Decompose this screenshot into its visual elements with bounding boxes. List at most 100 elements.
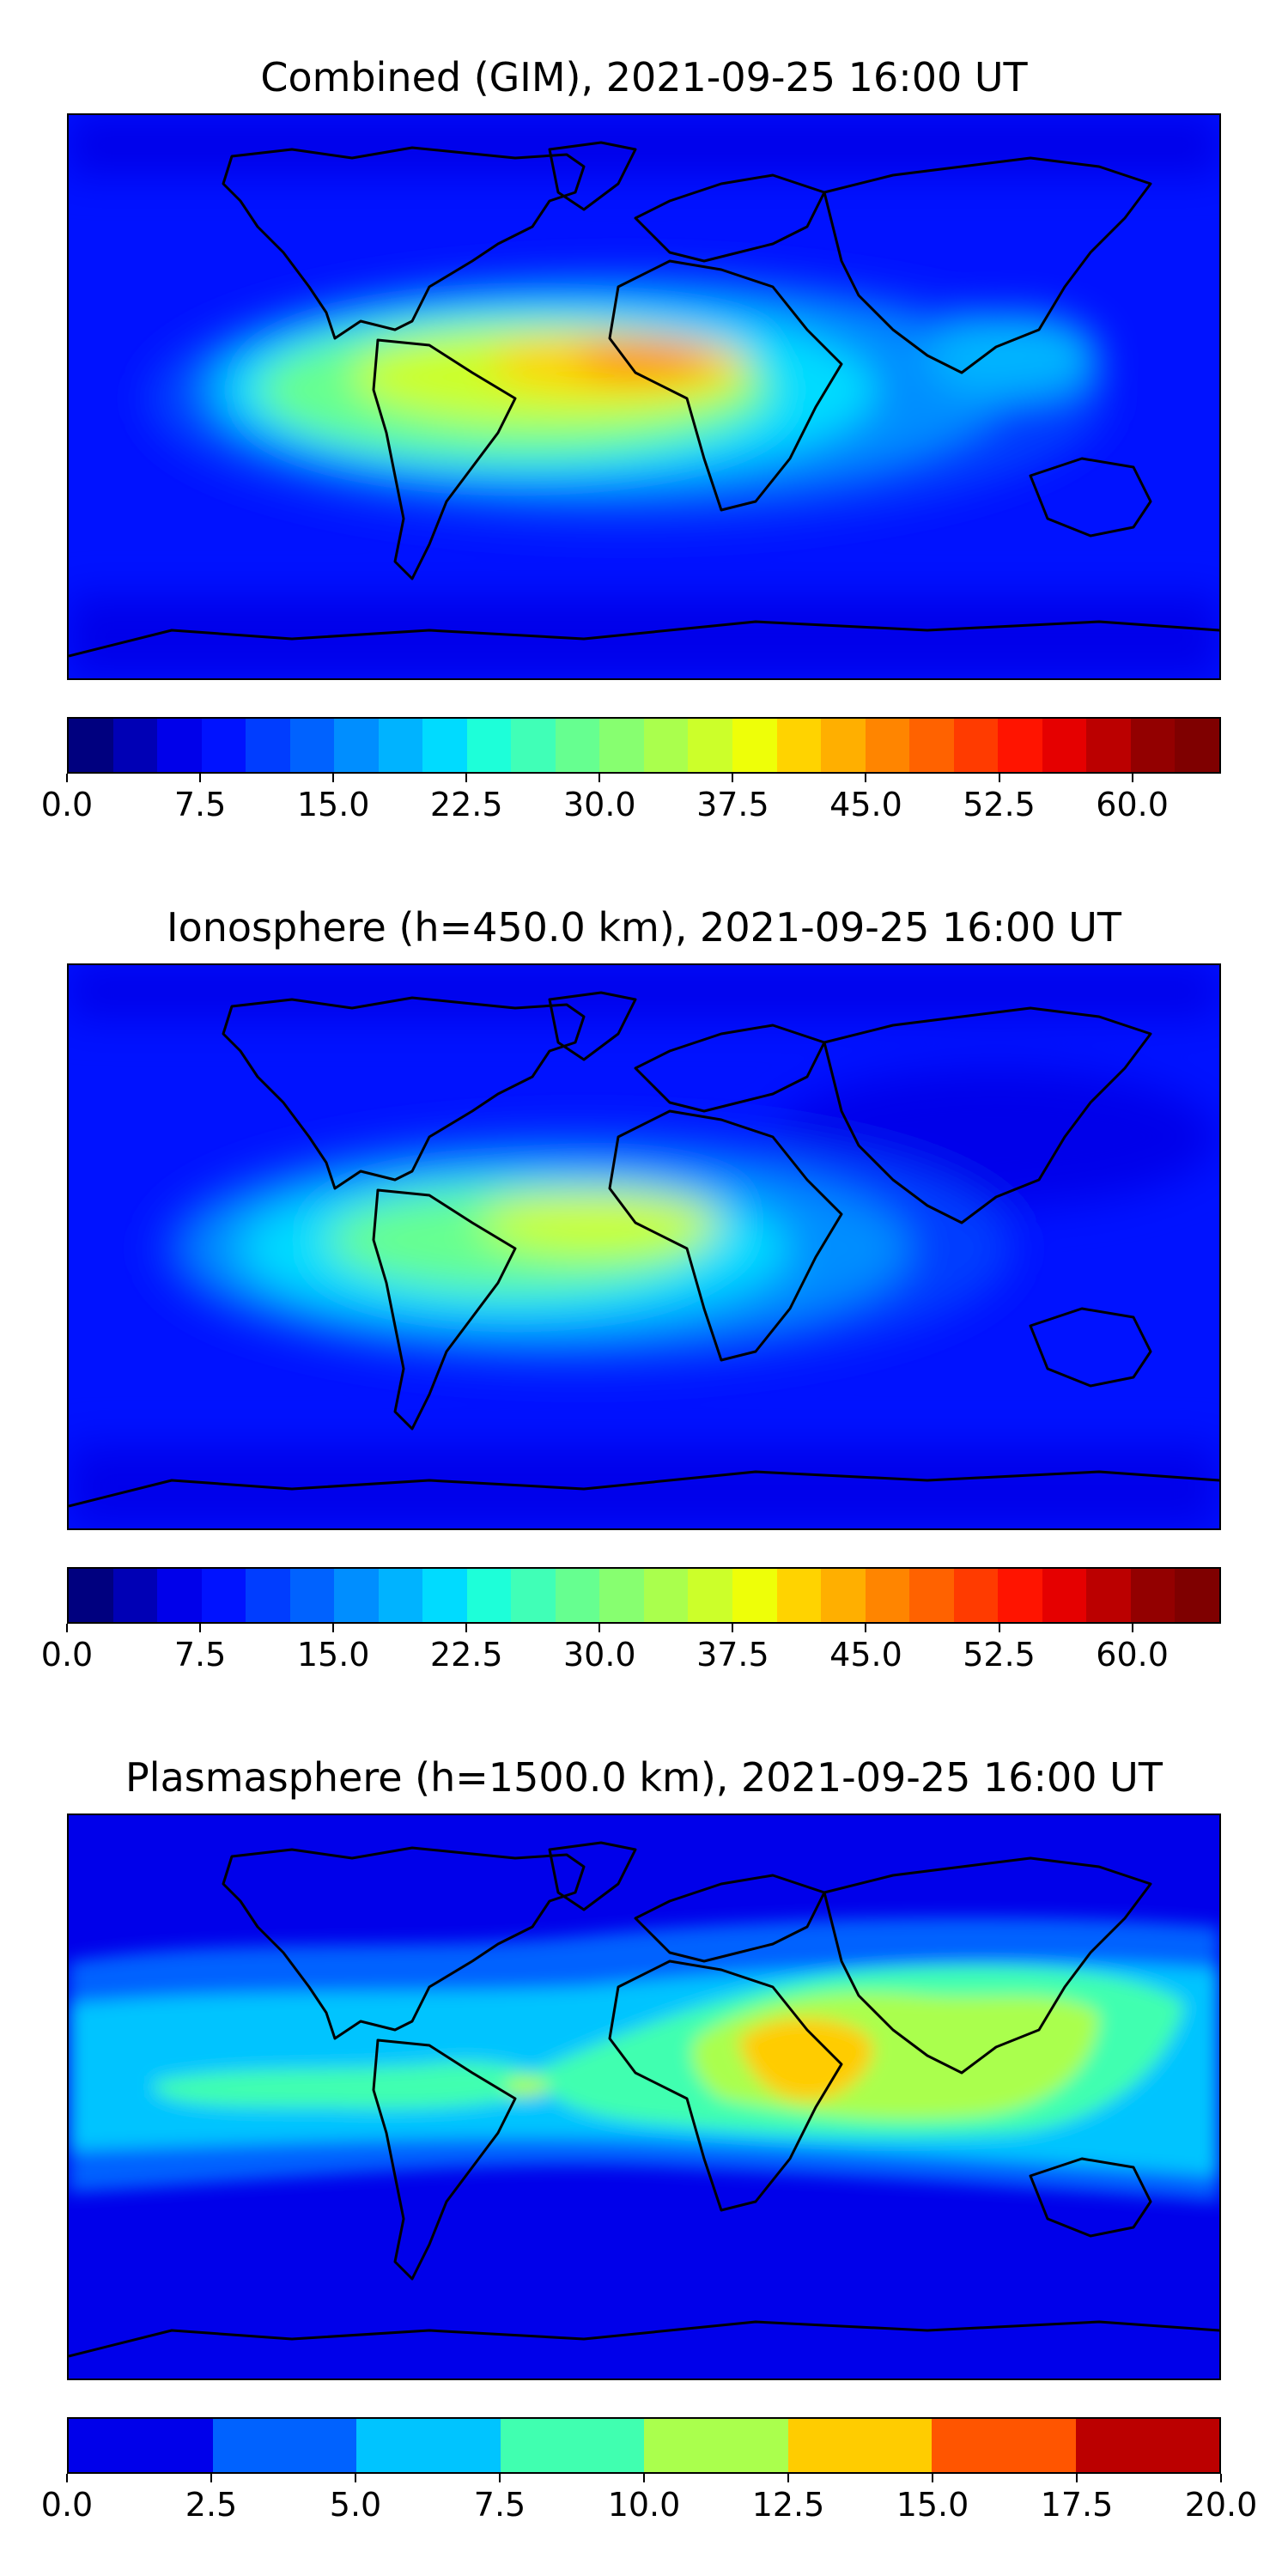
colorbar-tick — [332, 1624, 335, 1632]
colorbar-segment — [246, 1569, 290, 1622]
colorbar-tick-label: 45.0 — [829, 786, 902, 823]
colorbar-segment — [555, 1569, 600, 1622]
colorbar-tick — [499, 2474, 501, 2482]
colorbar-segment — [1086, 719, 1131, 772]
colorbar-segment — [644, 2419, 788, 2472]
colorbar-tick — [199, 1624, 202, 1632]
colorbar-tick-label: 30.0 — [562, 1636, 636, 1674]
colorbar-tick — [643, 2474, 645, 2482]
colorbar-tick-label: 7.5 — [173, 1636, 227, 1674]
colorbar-segment — [732, 1569, 777, 1622]
world-map-svg — [69, 115, 1219, 678]
colorbar-tick-label: 37.5 — [696, 786, 769, 823]
colorbar-tick — [1131, 774, 1133, 782]
colorbar-tick-label: 15.0 — [896, 2486, 969, 2524]
colorbar-tick-label: 20.0 — [1184, 2486, 1258, 2524]
colorbar-segment — [334, 719, 379, 772]
colorbar-tick-label: 0.0 — [40, 2486, 94, 2524]
colorbar-segment — [69, 2419, 213, 2472]
colorbar-segment — [378, 719, 423, 772]
colorbar-tick-label: 7.5 — [173, 786, 227, 823]
coastlines — [69, 141, 1219, 658]
colorbar-segment — [466, 719, 512, 772]
colorbar-segment — [289, 719, 335, 772]
colorbar-tick — [465, 1624, 468, 1632]
colorbar-segment — [69, 719, 113, 772]
coastlines — [69, 1841, 1219, 2358]
colorbar-ionosphere — [67, 1567, 1221, 1624]
colorbar-tick — [66, 2474, 68, 2482]
colorbar-segment — [500, 2419, 644, 2472]
colorbar-tick-label: 5.0 — [329, 2486, 382, 2524]
colorbar-tick-label: 15.0 — [296, 786, 370, 823]
colorbar-tick-label: 45.0 — [829, 1636, 902, 1674]
tec-map-combined — [67, 113, 1221, 680]
colorbar-segment — [998, 719, 1042, 772]
colorbar-tick-label: 0.0 — [40, 1636, 94, 1674]
colorbar-tick — [732, 774, 734, 782]
colorbar-tick — [66, 774, 68, 782]
colorbar-tick — [932, 2474, 933, 2482]
colorbar-segment — [776, 1569, 822, 1622]
colorbar-tick-label: 22.5 — [429, 1636, 503, 1674]
colorbar-ticks-ionosphere: 0.0 7.5 15.0 22.5 30.0 37.5 45.0 52.5 60… — [41, 1624, 1221, 1675]
colorbar-segment — [511, 1569, 556, 1622]
colorbar-segment — [998, 1569, 1042, 1622]
colorbar-segment — [599, 719, 644, 772]
colorbar-tick — [355, 2474, 356, 2482]
colorbar-segment — [112, 1569, 158, 1622]
colorbar-tick-label: 10.0 — [607, 2486, 681, 2524]
colorbar-segment — [1130, 1569, 1176, 1622]
colorbar-segment — [157, 1569, 202, 1622]
colorbar-segment — [1042, 719, 1087, 772]
colorbar-segment — [422, 1569, 467, 1622]
colorbar-segment — [599, 1569, 644, 1622]
colorbar-segment — [732, 719, 777, 772]
panel-title: Combined (GIM), 2021-09-25 16:00 UT — [260, 54, 1028, 100]
colorbar-segment — [466, 1569, 512, 1622]
colorbar-segment — [1042, 1569, 1087, 1622]
colorbar-segment — [422, 719, 467, 772]
colorbar-segment — [334, 1569, 379, 1622]
colorbar-segment — [378, 1569, 423, 1622]
colorbar-ticks-plasmasphere: 0.0 2.5 5.0 7.5 10.0 12.5 15.0 17.5 20.0 — [41, 2474, 1257, 2525]
colorbar-tick-label: 2.5 — [185, 2486, 238, 2524]
panel-title: Plasmasphere (h=1500.0 km), 2021-09-25 1… — [125, 1754, 1163, 1801]
colorbar-segment — [246, 719, 290, 772]
colorbar-segment — [69, 1569, 113, 1622]
colorbar-segment — [821, 1569, 866, 1622]
colorbar-segment — [953, 1569, 999, 1622]
tec-map-ionosphere — [67, 963, 1221, 1530]
colorbar-combined — [67, 717, 1221, 774]
colorbar-tick — [787, 2474, 789, 2482]
colorbar-tick — [732, 1624, 734, 1632]
panel-ionosphere: Ionosphere (h=450.0 km), 2021-09-25 16:0… — [0, 850, 1288, 1709]
colorbar-segment — [1086, 1569, 1131, 1622]
colorbar-tick-label: 52.5 — [963, 1636, 1036, 1674]
colorbar-segment — [201, 719, 246, 772]
colorbar-tick-label: 60.0 — [1096, 786, 1169, 823]
colorbar-tick — [598, 1624, 601, 1632]
colorbar-tick — [332, 774, 335, 782]
colorbar-tick-label: 12.5 — [751, 2486, 825, 2524]
colorbar-segment — [909, 719, 954, 772]
colorbar-tick-label: 0.0 — [40, 786, 94, 823]
world-map-svg — [69, 965, 1219, 1528]
colorbar-plasmasphere — [67, 2417, 1221, 2474]
colorbar-tick — [66, 1624, 68, 1632]
panel-plasmasphere: Plasmasphere (h=1500.0 km), 2021-09-25 1… — [0, 1700, 1288, 2576]
colorbar-tick — [1131, 1624, 1133, 1632]
world-map-svg — [69, 1815, 1219, 2379]
colorbar-segment — [865, 719, 910, 772]
colorbar-segment — [1075, 2419, 1219, 2472]
colorbar-segment — [865, 1569, 910, 1622]
colorbar-tick — [465, 774, 468, 782]
tec-map-plasmasphere — [67, 1814, 1221, 2380]
colorbar-segment — [112, 719, 158, 772]
colorbar-tick-label: 30.0 — [562, 786, 636, 823]
panel-title: Ionosphere (h=450.0 km), 2021-09-25 16:0… — [167, 904, 1121, 951]
colorbar-tick — [598, 774, 601, 782]
colorbar-tick-label: 15.0 — [296, 1636, 370, 1674]
colorbar-segment — [909, 1569, 954, 1622]
colorbar-segment — [511, 719, 556, 772]
